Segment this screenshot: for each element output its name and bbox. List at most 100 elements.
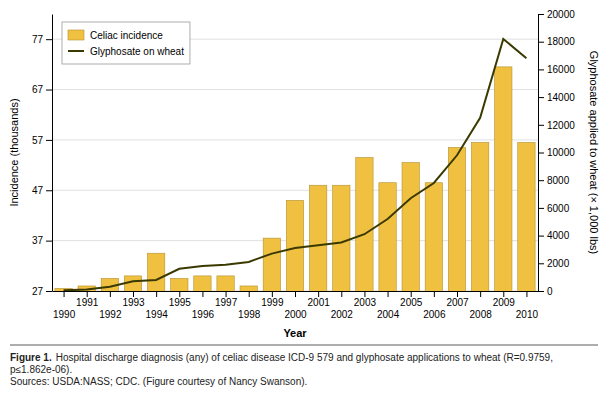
tick: 1992 [99,291,122,320]
tick-label: 2007 [446,297,469,308]
bar [217,276,234,291]
tick-mark [526,291,527,297]
tick-label: 16000 [547,64,575,75]
tick-label: 1991 [76,297,99,308]
bar [263,238,280,291]
tick: 0 [538,286,553,297]
tick-mark [538,291,544,292]
tick-label: 2000 [284,309,307,320]
tick: 1996 [192,291,215,320]
tick-label: 1994 [146,309,169,320]
tick: 2000 [538,258,570,269]
legend-item: Celiac incidence [68,30,163,41]
axis-line [52,15,53,292]
tick-mark [388,291,389,297]
caption-text: Sources: USDA:NASS; CDC. (Figure courtes… [10,376,307,387]
tick-mark [434,291,435,297]
tick: 2003 [354,291,377,308]
tick-mark [272,291,273,297]
tick-label: 1998 [238,309,261,320]
tick-mark [538,263,544,264]
legend-label: Glyphosate on wheat [90,46,184,57]
tick-label: 1990 [53,309,76,320]
tick: 2009 [493,291,516,308]
tick-mark [133,291,134,297]
tick-label: 2005 [400,297,423,308]
tick: 1990 [53,291,76,320]
tick-mark [202,291,203,297]
legend: Celiac incidence Glyphosate on wheat [62,22,190,64]
tick-label: 2000 [547,258,570,269]
caption-text: Hospital discharge diagnosis (any) of ce… [10,352,553,375]
tick-mark [538,42,544,43]
tick-mark [64,291,65,297]
tick-mark [503,291,504,297]
tick: 2000 [284,291,307,320]
tick: 20000 [538,9,575,20]
tick-mark [538,208,544,209]
tick-mark [538,180,544,181]
tick: 10000 [538,147,575,158]
tick-mark [87,291,88,297]
tick-label: 47 [32,185,44,196]
y2-axis-title: Glyphosate applied to wheat (× 1,000 lbs… [588,51,600,254]
tick-mark [226,291,227,297]
tick-label: 8000 [547,175,570,186]
tick: 1997 [215,291,238,308]
tick-label: 1995 [169,297,192,308]
legend-item: Glyphosate on wheat [68,46,184,57]
grid-line [52,89,538,90]
tick-mark [318,291,319,297]
tick: 27 [32,286,52,297]
tick-mark [364,291,365,297]
axis: 1990199119921993199419951996199719981999… [53,291,539,320]
axis: 273747576777 [32,15,53,297]
axis: 0200040006000800010000120001400016000180… [538,9,575,297]
tick-mark [46,90,52,91]
separator [10,345,598,346]
tick-label: 2001 [308,297,331,308]
tick-label: 12000 [547,120,575,131]
tick-mark [411,291,412,297]
bar [286,200,303,291]
caption-label: Figure 1. [10,352,52,363]
tick-mark [457,291,458,297]
tick-mark [538,125,544,126]
tick: 2004 [377,291,400,320]
tick-label: 2010 [516,309,539,320]
tick-label: 27 [32,286,44,297]
chart: Figure 1.Hospital discharge diagnosis (a… [0,0,608,393]
tick: 1993 [122,291,145,308]
tick-mark [341,291,342,297]
tick: 47 [32,185,52,196]
tick-label: 1993 [122,297,145,308]
tick-mark [156,291,157,297]
line [64,39,527,290]
legend-swatch [68,50,84,52]
tick-mark [538,153,544,154]
tick: 8000 [538,175,570,186]
bar [518,142,535,291]
tick-label: 1996 [192,309,215,320]
tick: 2007 [446,291,469,308]
x-axis-title: Year [283,327,307,339]
bar [356,158,373,291]
legend-swatch [68,30,84,40]
tick-label: 2006 [423,309,446,320]
tick: 4000 [538,230,570,241]
tick-mark [46,140,52,141]
bar [402,163,419,291]
tick: 1994 [146,291,169,320]
bar [309,185,326,291]
tick-label: 37 [32,235,44,246]
bar [495,67,512,291]
tick-mark [46,291,52,292]
tick-mark [480,291,481,297]
tick: 2005 [400,291,423,308]
bar [448,147,465,291]
tick-label: 4000 [547,230,570,241]
tick-label: 57 [32,135,44,146]
tick-label: 10000 [547,147,575,158]
tick: 1999 [261,291,284,308]
bar [147,253,164,291]
